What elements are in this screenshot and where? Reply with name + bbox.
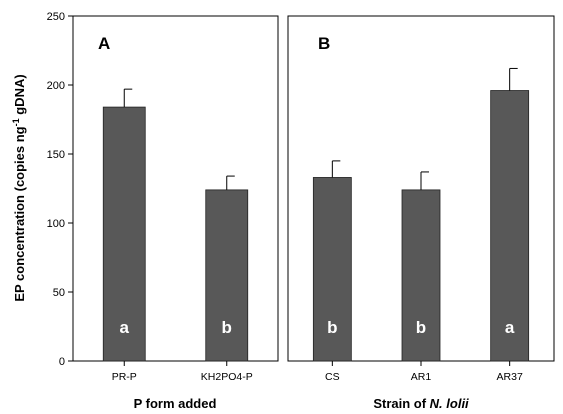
significance-letter: b	[327, 318, 337, 337]
x-tick-label: AR37	[497, 371, 523, 383]
y-tick-label: 250	[47, 11, 65, 23]
x-tick-label: KH2PO4-P	[201, 371, 253, 383]
bar	[102, 106, 146, 362]
significance-letter: a	[120, 318, 130, 337]
x-axis-title-panel-a: P form added	[134, 396, 217, 411]
significance-letter: b	[222, 318, 232, 337]
x-axis-title-panel-b: Strain of N. lolii	[373, 396, 469, 411]
significance-letter: a	[505, 318, 515, 337]
y-tick-label: 150	[47, 149, 65, 161]
bar	[205, 189, 249, 362]
y-tick-label: 200	[47, 80, 65, 92]
panel-a-label: A	[98, 34, 110, 53]
y-tick-label: 0	[59, 356, 65, 368]
panel-a: PR-P a KH2PO4-P b	[102, 88, 253, 383]
x-tick-label: PR-P	[112, 371, 137, 383]
x-tick-label: AR1	[411, 371, 432, 383]
bar	[490, 90, 530, 362]
y-axis-title: EP concentration (copies ng-1 gDNA)	[11, 74, 27, 301]
bar	[312, 177, 352, 362]
y-tick-label: 100	[47, 218, 65, 230]
y-tick-label: 50	[53, 287, 65, 299]
y-axis: 0 50 100 150 200 250	[47, 11, 73, 368]
panel-b-label: B	[318, 34, 330, 53]
significance-letter: b	[416, 318, 426, 337]
panel-b: CS b AR1 b AR37 a	[312, 67, 530, 383]
x-tick-label: CS	[325, 371, 340, 383]
